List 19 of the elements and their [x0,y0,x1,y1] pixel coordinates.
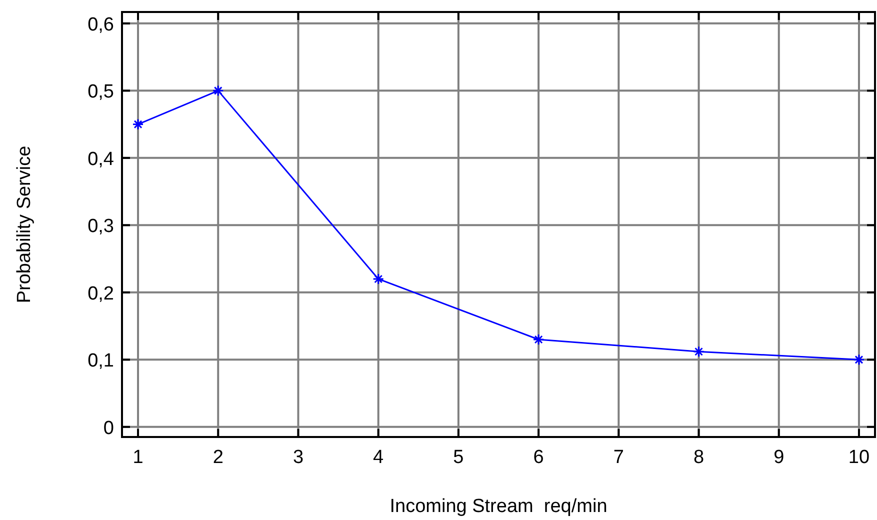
y-tick-label: 0,1 [88,350,114,372]
x-tick-label: 2 [212,447,224,468]
x-tick-label: 1 [132,447,144,468]
x-tick-label: 9 [774,447,784,468]
x-tick-label: 5 [453,447,464,468]
y-tick-label: 0,4 [88,148,114,170]
y-axis-title: Probability Service [14,146,35,304]
x-tick-label: 3 [292,447,304,468]
y-tick-label: 0,3 [88,216,114,238]
x-tick-label: 7 [613,447,624,468]
y-tick-label: 0,6 [88,14,114,36]
y-tick-label: 0 [103,418,114,439]
x-tick-label: 6 [533,447,544,468]
x-tick-label: 10 [848,447,870,468]
x-tick-label: 8 [693,447,704,468]
y-tick-label: 0,5 [88,82,114,103]
x-axis-title: Incoming Stream req/min [390,496,608,517]
x-tick-label: 4 [373,447,384,468]
y-tick-label: 0,2 [88,283,114,304]
